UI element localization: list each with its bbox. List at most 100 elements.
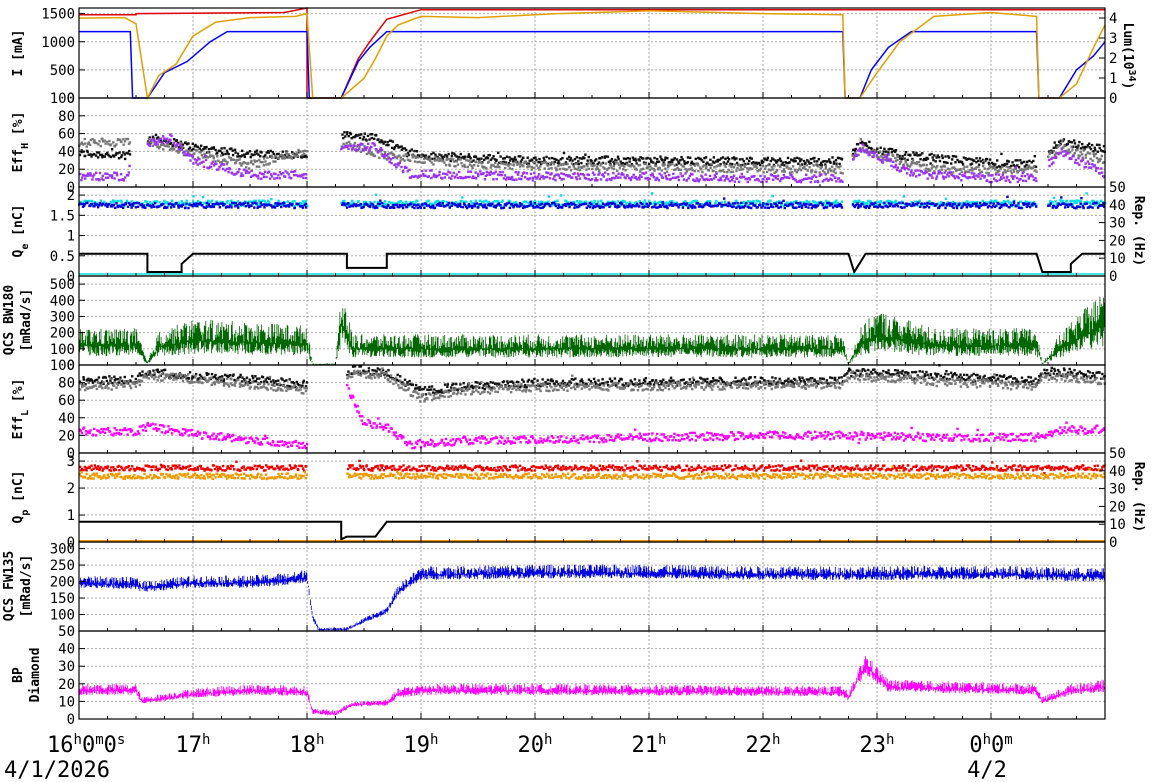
series-eff_h-purple-point [997,173,1001,176]
series-eff_h-purple-point [448,176,451,179]
series-q_e-cyan-point [210,199,214,203]
series-q_e-blue-point [367,204,370,208]
series-eff_h-purple-point [404,166,407,169]
series-eff_h-gray-point [526,165,529,169]
series-eff_h-purple-point [444,172,447,176]
series-eff_h-gray-point [998,169,1001,172]
series-eff_h-purple-point [552,177,555,181]
series-q_e-blue-point [657,205,661,209]
series-eff_l-black-point [97,376,101,379]
series-eff_h-purple-point [998,178,1002,182]
series-eff_h-purple-point [701,176,704,179]
series-eff_h-black-point [901,155,904,158]
series-q_e-blue-point [381,201,384,205]
series-eff_h-purple-point [300,175,303,178]
series-eff_h-black-point [243,155,247,159]
series-eff_h-gray-point [999,167,1002,170]
series-eff_h-black-point [697,156,700,160]
series-eff_h-purple-point [608,178,611,181]
series-eff_l-black-point [610,379,614,383]
series-eff_h-purple-point [818,174,821,178]
series-q_e-cyan-point [344,202,348,205]
series-q_e-blue-point [705,201,709,205]
series-eff_h-purple-point [438,170,441,174]
series-q_e-cyan-point [577,201,581,205]
series-eff_h-black-point [887,148,890,151]
series-eff_l-black-point [619,377,622,381]
series-eff_h-purple-point [520,174,524,178]
series-eff_h-black-point [1019,159,1022,162]
series-eff_h-gray-point [589,162,593,165]
series-eff_h-black-point [517,155,521,158]
series-eff_l-black-point [114,378,118,381]
series-eff_h-gray-point [679,168,683,172]
series-eff_h-purple-point [184,153,187,156]
series-eff_h-black-point [217,149,220,152]
series-q_e-blue-point [126,205,130,208]
series-eff_h-black-point [220,151,224,155]
series-q_e-blue-point [352,203,356,206]
series-eff_l-black-point [481,386,484,390]
series-eff_h-gray-point [519,162,522,165]
series-eff_h-black-point [447,152,450,156]
series-eff_h-purple-point [278,177,281,180]
series-q_e-cyan-point [984,201,987,204]
series-eff_h-purple-point [657,179,661,182]
series-q_e-blue-point [794,201,798,205]
series-eff_l-black-point [417,386,420,389]
series-eff_h-black-point [379,140,383,144]
series-eff_h-purple-point [591,171,595,174]
series-eff_h-gray-point [606,168,609,172]
series-eff_h-purple-point [94,171,98,175]
series-eff_l-black-point [497,383,501,386]
series-eff_l-black-point [218,375,222,379]
series-q_e-blue-point [454,203,457,207]
series-q_e-blue-point [415,204,418,207]
series-eff_h-purple-point [1031,175,1035,178]
series-q_e-cyan-point [1065,199,1068,203]
series-eff_h-purple-point [1094,169,1098,172]
series-eff_h-gray-point [253,160,257,163]
series-q_e-blue-point [534,206,537,209]
series-q_e-blue-point [485,206,488,210]
series-q_e-blue-point [1025,205,1029,209]
series-eff_l-black-point [240,380,244,383]
series-eff_h-gray-point [493,161,497,165]
series-eff_h-purple-point [1083,166,1086,169]
series-eff_h-purple-point [719,176,722,180]
series-q_e-blue-point [709,205,713,208]
series-eff_h-gray-point [436,157,440,160]
series-eff_h-gray-point [701,170,704,174]
series-eff_l-black-point [94,378,97,382]
series-q_e-blue-point [1023,202,1026,205]
series-eff_h-gray-point [1086,151,1090,155]
series-eff_h-black-point [238,155,241,158]
series-eff_h-purple-point [1054,156,1058,159]
series-q_e-blue-point [767,206,771,210]
series-q_e-blue-point [594,205,597,209]
series-eff_h-purple-point [991,174,994,177]
series-q_e-blue-point [643,205,647,208]
series-q_e-blue-point [694,206,697,209]
series-q_e-blue-point [629,205,632,208]
series-eff_l-black-point [424,393,428,396]
series-q_e-cyan-point [423,203,426,207]
series-eff_h-black-point [1059,139,1063,142]
series-eff_l-black-point [489,381,492,384]
series-q_e-blue-point [438,204,441,207]
series-eff_h-purple-point [518,177,521,180]
series-q_e-blue-point [1017,202,1020,205]
series-eff_h-purple-point [1063,150,1067,153]
series-eff_h-black-point [118,151,121,154]
series-eff_h-purple-point [958,172,961,176]
series-eff_h-purple-point [125,173,129,177]
series-q_e-blue-point [377,202,380,206]
series-eff_h-purple-point [451,174,454,178]
series-q_e-blue-point [129,203,132,206]
series-eff_h-purple-point [245,170,249,173]
series-eff_h-purple-point [554,178,557,182]
series-q_e-blue-point [468,205,471,208]
ytick-right-label: 3 [1109,31,1117,47]
series-eff_h-black-point [931,156,934,159]
series-eff_h-purple-point [757,179,761,182]
